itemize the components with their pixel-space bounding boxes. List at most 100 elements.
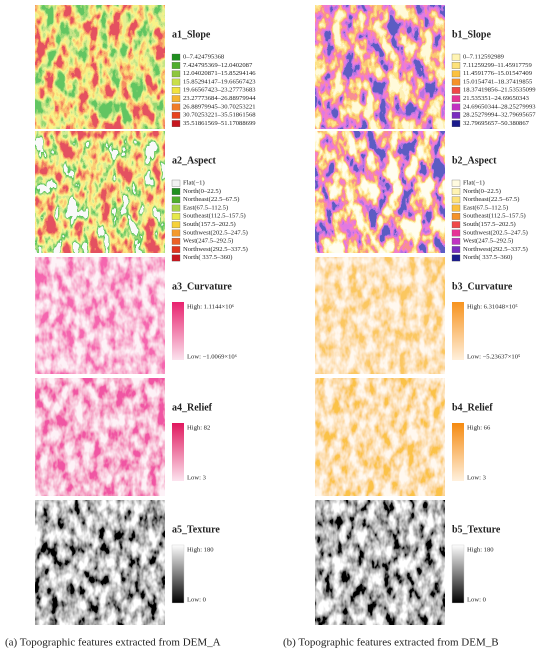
legend-swatch xyxy=(171,229,181,237)
caption: (a) Topographic features extracted from … xyxy=(5,637,221,649)
ramp-low-label: Low: 3 xyxy=(187,475,207,482)
legend-label: 35.51861569–51.17088699 xyxy=(183,120,256,127)
legend-label: South(157.5–202.5) xyxy=(463,221,516,228)
legend-swatch xyxy=(451,213,461,220)
ramp-low-label: Low: 0 xyxy=(467,597,487,604)
legend-label: 30.70253221–35.51861568 xyxy=(183,112,256,119)
legend-swatch xyxy=(171,111,181,119)
legend-label: North(0–22.5) xyxy=(463,188,501,195)
panel-title: a4_Relief xyxy=(172,402,213,413)
map-image xyxy=(35,131,165,253)
map-image xyxy=(315,131,445,253)
legend-label: West(247.5–292.5) xyxy=(463,238,513,245)
color-ramp xyxy=(172,423,184,481)
ramp-low-label: Low: 3 xyxy=(467,475,487,482)
legend-swatch xyxy=(451,254,461,262)
map-image xyxy=(35,257,165,374)
legend-label: 12.04020871–15.85294146 xyxy=(183,70,256,77)
legend-label: 0–7.112592989 xyxy=(463,54,505,61)
legend-swatch xyxy=(451,188,461,195)
ramp-low-label: Low: 0 xyxy=(187,597,207,604)
map-image xyxy=(315,500,445,625)
ramp-low-label: Low: −1.0069×10⁶ xyxy=(187,354,237,361)
map-image xyxy=(35,378,165,496)
map-image xyxy=(35,5,165,129)
legend-swatch xyxy=(171,103,181,111)
ramp-high-label: High: 6.31048×10⁵ xyxy=(467,304,518,311)
panel-title: a1_Slope xyxy=(172,29,211,40)
caption: (b) Topographic features extracted from … xyxy=(283,637,499,649)
legend-swatch xyxy=(451,229,461,237)
legend-swatch xyxy=(171,188,181,195)
legend-swatch xyxy=(171,179,181,187)
legend-swatch xyxy=(171,246,181,253)
legend-label: Southwest(202.5–247.5) xyxy=(183,229,248,236)
legend-label: Northeast(22.5–67.5) xyxy=(183,196,239,203)
legend-label: East(67.5–112.5) xyxy=(463,204,508,211)
legend-label: 24.69650344–28.25279993 xyxy=(463,103,536,110)
legend-swatch xyxy=(451,246,461,253)
legend-label: 15.0154741–18.37419855 xyxy=(463,78,533,85)
color-ramp xyxy=(172,302,184,360)
legend-swatch xyxy=(171,53,181,61)
legend-swatch xyxy=(171,254,181,262)
legend-swatch xyxy=(171,221,181,229)
panel-title: b2_Aspect xyxy=(452,155,497,166)
legend-label: Flat(−1) xyxy=(183,180,205,187)
legend-label: 11.4591776–15.01547409 xyxy=(463,70,533,77)
legend-swatch xyxy=(451,103,461,111)
panel-title: b3_Curvature xyxy=(452,281,513,292)
legend-label: Southeast(112.5–157.5) xyxy=(183,213,246,220)
legend-label: 7.424795369–12.0402087 xyxy=(183,62,253,69)
color-ramp xyxy=(451,544,465,604)
legend-swatch xyxy=(171,87,181,94)
legend-label: North(0–22.5) xyxy=(183,188,221,195)
legend-swatch xyxy=(451,237,461,245)
map-image xyxy=(315,5,445,129)
legend-swatch xyxy=(171,62,181,69)
legend-label: 28.25279994–32.79695657 xyxy=(463,112,536,119)
color-ramp xyxy=(171,544,185,604)
legend-swatch xyxy=(171,213,181,220)
ramp-low-label: Low: −5.23637×10⁵ xyxy=(467,354,520,361)
legend-label: Northeast(22.5–67.5) xyxy=(463,196,519,203)
legend-label: Northwest(292.5–337.5) xyxy=(183,246,248,253)
legend-swatch xyxy=(451,221,461,229)
legend-swatch xyxy=(451,70,461,78)
legend-swatch xyxy=(451,179,461,187)
legend-label: South(157.5–202.5) xyxy=(183,221,236,228)
legend-swatch xyxy=(171,95,181,103)
legend-label: North( 337.5–360) xyxy=(183,254,232,261)
legend-swatch xyxy=(451,62,461,69)
legend-label: 7.11259299–11.45917759 xyxy=(463,62,532,69)
ramp-high-label: High: 180 xyxy=(467,547,494,554)
legend-label: Flat(−1) xyxy=(463,180,485,187)
legend-label: 19.66567423–23.27773683 xyxy=(183,87,256,94)
color-ramp xyxy=(452,423,464,481)
legend-swatch xyxy=(451,111,461,119)
legend-swatch xyxy=(171,120,181,127)
legend-swatch xyxy=(451,196,461,204)
legend-swatch xyxy=(451,53,461,61)
legend-swatch xyxy=(171,237,181,245)
panel-title: b5_Texture xyxy=(452,524,501,535)
legend-swatch xyxy=(451,120,461,127)
ramp-high-label: High: 1.1144×10⁶ xyxy=(187,304,234,311)
ramp-high-label: High: 82 xyxy=(187,425,210,432)
legend-swatch xyxy=(451,95,461,103)
map-image xyxy=(315,378,445,496)
legend-label: 26.88979945–30.70253221 xyxy=(183,103,256,110)
panel-title: a3_Curvature xyxy=(172,281,232,292)
legend-label: Southeast(112.5–157.5) xyxy=(463,213,526,220)
legend-swatch xyxy=(171,78,181,86)
legend-swatch xyxy=(451,204,461,212)
panel-title: b1_Slope xyxy=(452,29,491,40)
legend-label: East(67.5–112.5) xyxy=(183,204,228,211)
legend-label: 21.535351–24.69650343 xyxy=(463,95,530,102)
legend-swatch xyxy=(171,204,181,212)
panel-title: b4_Relief xyxy=(452,402,493,413)
color-ramp xyxy=(452,302,464,360)
legend-label: 32.79695657–50.380867 xyxy=(463,120,530,127)
legend-swatch xyxy=(451,78,461,86)
